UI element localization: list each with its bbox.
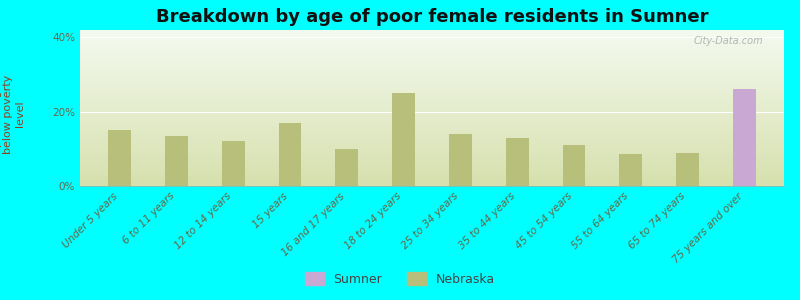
Bar [165,136,188,186]
Text: City-Data.com: City-Data.com [694,36,763,46]
Legend: Sumner, Nebraska: Sumner, Nebraska [300,267,500,291]
Bar [733,136,756,186]
Bar [676,153,699,186]
Bar [278,123,302,186]
Bar [392,93,415,186]
Bar [506,138,529,186]
Bar [449,134,472,186]
Bar [108,130,131,186]
Bar [335,149,358,186]
Title: Breakdown by age of poor female residents in Sumner: Breakdown by age of poor female resident… [156,8,708,26]
Bar [733,89,756,186]
Bar [562,145,586,186]
Bar [619,154,642,186]
Text: percentage
below poverty
level: percentage below poverty level [0,74,25,154]
Bar [222,141,245,186]
